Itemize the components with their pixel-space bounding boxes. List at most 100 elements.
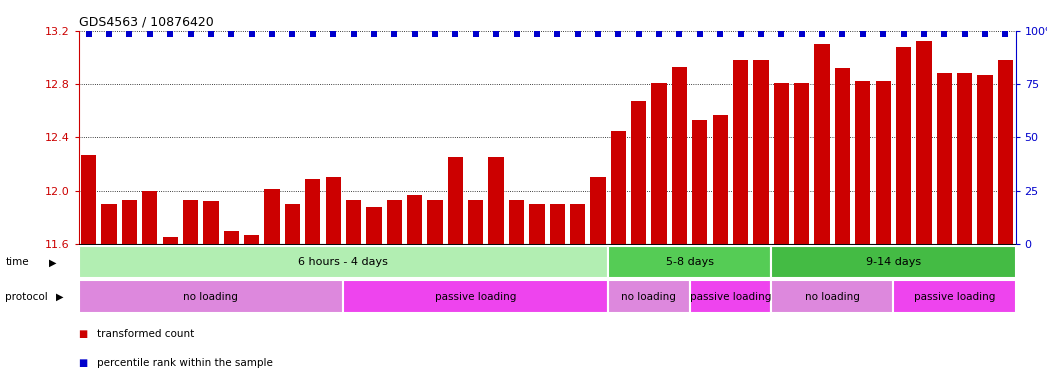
Bar (162, 237, 178, 244)
Bar (142, 190, 157, 244)
Point (182, 31, 199, 37)
Text: ■: ■ (79, 358, 88, 368)
Point (589, 31, 606, 37)
Bar (81, 155, 96, 244)
Point (977, 31, 994, 37)
Bar (692, 120, 708, 244)
Bar (121, 200, 137, 244)
Text: transformed count: transformed count (97, 329, 195, 339)
Bar (896, 47, 911, 244)
Point (915, 31, 932, 37)
Point (81, 31, 97, 37)
Bar (690, 280, 772, 313)
Bar (427, 200, 443, 244)
Bar (631, 101, 646, 244)
Bar (448, 157, 463, 244)
Point (610, 31, 627, 37)
Bar (550, 204, 565, 244)
Point (467, 31, 484, 37)
Bar (794, 83, 809, 244)
Point (264, 31, 281, 37)
Point (570, 31, 586, 37)
Text: passive loading: passive loading (436, 291, 516, 302)
Point (997, 31, 1013, 37)
Text: time: time (5, 257, 29, 267)
Point (386, 31, 403, 37)
Bar (529, 204, 544, 244)
Bar (305, 179, 320, 244)
Bar (998, 60, 1013, 244)
Point (936, 31, 953, 37)
Point (243, 31, 260, 37)
Point (365, 31, 382, 37)
Point (732, 31, 749, 37)
Point (630, 31, 647, 37)
Bar (834, 68, 850, 244)
Point (305, 31, 321, 37)
Text: ■: ■ (79, 329, 88, 339)
Bar (468, 200, 484, 244)
Bar (893, 280, 1016, 313)
Bar (386, 200, 402, 244)
Bar (651, 83, 667, 244)
Point (426, 31, 443, 37)
Bar (509, 200, 525, 244)
Bar (937, 73, 952, 244)
Point (447, 31, 464, 37)
Bar (957, 73, 973, 244)
Text: no loading: no loading (622, 291, 676, 302)
Text: no loading: no loading (805, 291, 860, 302)
Bar (875, 81, 891, 244)
Point (814, 31, 830, 37)
Point (346, 31, 362, 37)
Point (895, 31, 912, 37)
Bar (774, 83, 789, 244)
Bar (733, 60, 749, 244)
Text: percentile rank within the sample: percentile rank within the sample (97, 358, 273, 368)
Text: no loading: no loading (183, 291, 239, 302)
Point (773, 31, 789, 37)
Point (712, 31, 729, 37)
Point (956, 31, 973, 37)
Point (488, 31, 505, 37)
Bar (326, 177, 341, 244)
Bar (916, 41, 932, 244)
Bar (265, 189, 280, 244)
Point (529, 31, 545, 37)
Point (508, 31, 525, 37)
Bar (772, 246, 1016, 278)
Text: passive loading: passive loading (690, 291, 771, 302)
Point (794, 31, 810, 37)
Text: passive loading: passive loading (914, 291, 995, 302)
Bar (753, 60, 768, 244)
Bar (183, 200, 198, 244)
Bar (713, 115, 728, 244)
Bar (102, 204, 116, 244)
Point (141, 31, 158, 37)
Point (284, 31, 300, 37)
Bar (672, 67, 687, 244)
Bar (772, 280, 893, 313)
Bar (610, 131, 626, 244)
Bar (346, 200, 361, 244)
Text: protocol: protocol (5, 292, 48, 302)
Point (671, 31, 688, 37)
Point (875, 31, 892, 37)
Point (854, 31, 871, 37)
Bar (489, 157, 504, 244)
Text: 5-8 days: 5-8 days (666, 257, 714, 267)
Bar (407, 195, 422, 244)
Bar (285, 204, 300, 244)
Point (651, 31, 668, 37)
Text: ▶: ▶ (49, 257, 57, 267)
Text: GDS4563 / 10876420: GDS4563 / 10876420 (79, 15, 214, 28)
Point (223, 31, 240, 37)
Bar (608, 246, 772, 278)
Bar (855, 81, 870, 244)
Point (549, 31, 565, 37)
Point (121, 31, 138, 37)
Point (406, 31, 423, 37)
Bar (815, 44, 829, 244)
Text: 6 hours - 4 days: 6 hours - 4 days (298, 257, 388, 267)
Point (325, 31, 341, 37)
